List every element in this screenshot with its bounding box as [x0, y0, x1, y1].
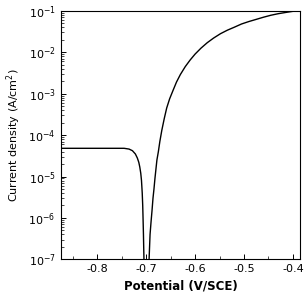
X-axis label: Potential (V/SCE): Potential (V/SCE) — [124, 280, 237, 293]
Y-axis label: Current density (A/cm$^2$): Current density (A/cm$^2$) — [4, 68, 23, 202]
